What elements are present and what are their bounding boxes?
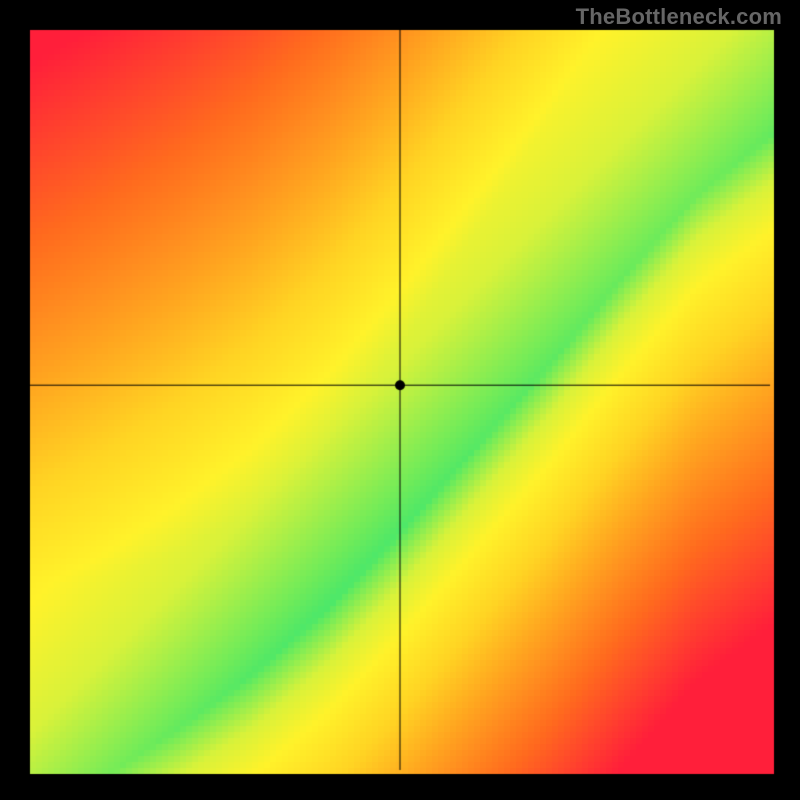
chart-container: TheBottleneck.com: [0, 0, 800, 800]
heatmap-canvas: [0, 0, 800, 800]
watermark-text: TheBottleneck.com: [576, 4, 782, 30]
